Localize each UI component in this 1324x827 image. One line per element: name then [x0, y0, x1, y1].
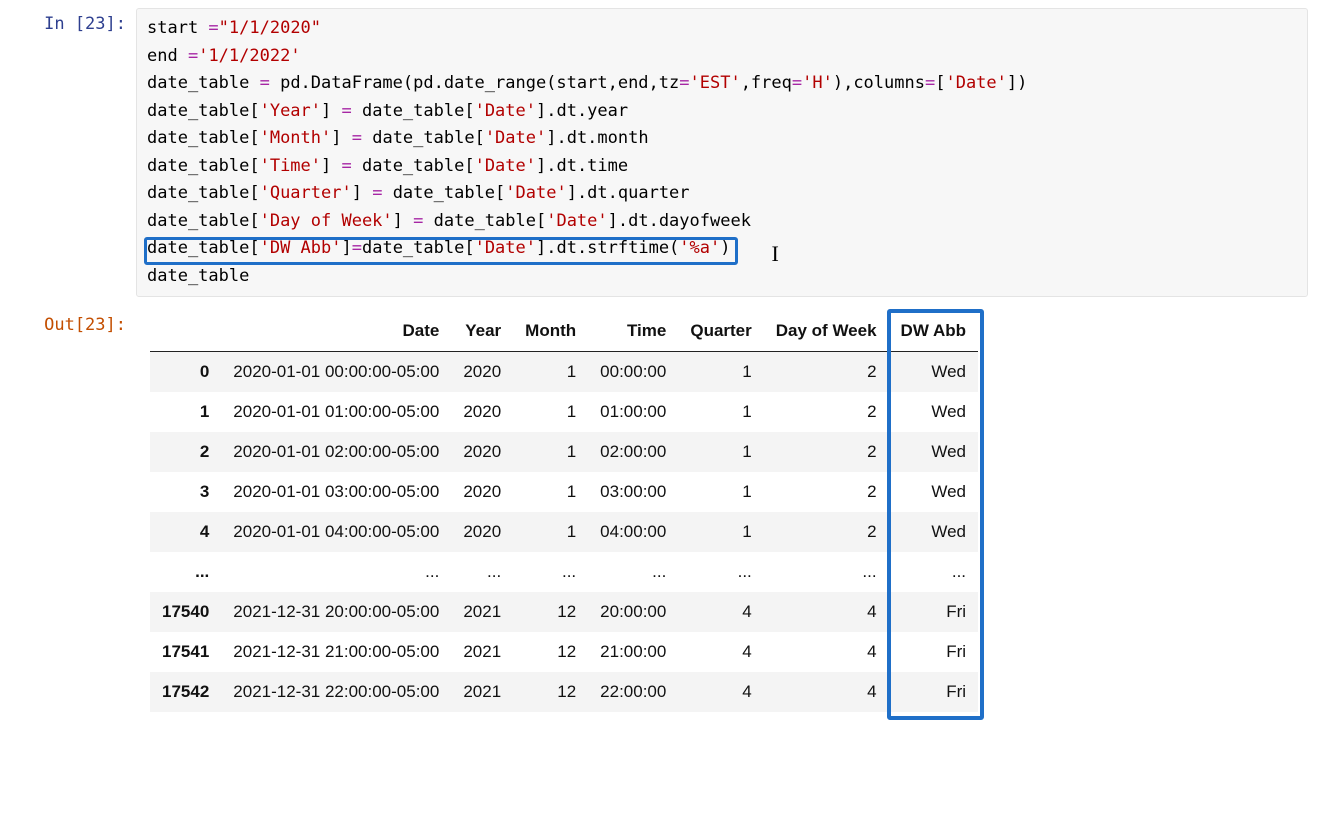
- table-row: 12020-01-01 01:00:00-05:002020101:00:001…: [150, 392, 978, 432]
- table-cell: Wed: [889, 512, 978, 552]
- table-row: 22020-01-01 02:00:00-05:002020102:00:001…: [150, 432, 978, 472]
- table-cell: ...: [889, 552, 978, 592]
- table-cell: Wed: [889, 392, 978, 432]
- table-cell: 2021-12-31 20:00:00-05:00: [221, 592, 451, 632]
- table-row: 175422021-12-31 22:00:00-05:0020211222:0…: [150, 672, 978, 712]
- table-column-header: Day of Week: [764, 311, 889, 352]
- table-cell: Wed: [889, 352, 978, 393]
- table-cell: ...: [513, 552, 588, 592]
- table-cell: 1: [513, 472, 588, 512]
- table-cell: 2020: [451, 472, 513, 512]
- table-row: 175412021-12-31 21:00:00-05:0020211221:0…: [150, 632, 978, 672]
- table-cell: 4: [678, 632, 763, 672]
- table-cell: 04:00:00: [588, 512, 678, 552]
- table-cell: Fri: [889, 592, 978, 632]
- table-cell: 2020: [451, 432, 513, 472]
- row-index: 1: [150, 392, 221, 432]
- table-row: 175402021-12-31 20:00:00-05:0020211220:0…: [150, 592, 978, 632]
- table-cell: 2020: [451, 392, 513, 432]
- table-cell: 2020-01-01 03:00:00-05:00: [221, 472, 451, 512]
- table-cell: 1: [513, 432, 588, 472]
- table-cell: 2: [764, 352, 889, 393]
- code-input[interactable]: start ="1/1/2020" end ='1/1/2022' date_t…: [136, 8, 1308, 297]
- table-corner: [150, 311, 221, 352]
- table-cell: 02:00:00: [588, 432, 678, 472]
- table-column-header: Date: [221, 311, 451, 352]
- row-index: 0: [150, 352, 221, 393]
- table-cell: 20:00:00: [588, 592, 678, 632]
- table-cell: 1: [678, 352, 763, 393]
- table-cell: 4: [764, 632, 889, 672]
- table-cell: 12: [513, 632, 588, 672]
- table-column-header: Year: [451, 311, 513, 352]
- text-cursor-icon: I: [772, 241, 779, 267]
- table-cell: 2020-01-01 01:00:00-05:00: [221, 392, 451, 432]
- table-cell: 2021: [451, 632, 513, 672]
- table-column-header: Quarter: [678, 311, 763, 352]
- table-column-header: DW Abb: [889, 311, 978, 352]
- table-cell: 21:00:00: [588, 632, 678, 672]
- table-cell: Fri: [889, 672, 978, 712]
- table-cell: 2021-12-31 21:00:00-05:00: [221, 632, 451, 672]
- table-cell: 4: [678, 672, 763, 712]
- table-cell: 12: [513, 672, 588, 712]
- row-index: 4: [150, 512, 221, 552]
- table-cell: Wed: [889, 472, 978, 512]
- table-cell: 2021-12-31 22:00:00-05:00: [221, 672, 451, 712]
- table-column-header: Time: [588, 311, 678, 352]
- in-prompt: In [23]:: [16, 8, 136, 34]
- row-index: 2: [150, 432, 221, 472]
- table-cell: ...: [678, 552, 763, 592]
- table-cell: ...: [221, 552, 451, 592]
- table-cell: 2: [764, 432, 889, 472]
- table-cell: ...: [764, 552, 889, 592]
- table-cell: 2020: [451, 512, 513, 552]
- table-row: 02020-01-01 00:00:00-05:002020100:00:001…: [150, 352, 978, 393]
- table-cell: 1: [513, 512, 588, 552]
- table-cell: 4: [764, 672, 889, 712]
- row-index: ...: [150, 552, 221, 592]
- table-cell: 00:00:00: [588, 352, 678, 393]
- table-cell: 2021: [451, 672, 513, 712]
- table-cell: 1: [513, 352, 588, 393]
- table-cell: ...: [588, 552, 678, 592]
- row-index: 17540: [150, 592, 221, 632]
- row-index: 17541: [150, 632, 221, 672]
- table-cell: 1: [678, 472, 763, 512]
- table-cell: 2020-01-01 02:00:00-05:00: [221, 432, 451, 472]
- table-cell: 2: [764, 392, 889, 432]
- table-cell: 1: [678, 432, 763, 472]
- row-index: 3: [150, 472, 221, 512]
- table-row: ........................: [150, 552, 978, 592]
- table-cell: 2021: [451, 592, 513, 632]
- table-cell: 03:00:00: [588, 472, 678, 512]
- table-cell: 2020: [451, 352, 513, 393]
- table-cell: 4: [764, 592, 889, 632]
- table-cell: 4: [678, 592, 763, 632]
- table-row: 32020-01-01 03:00:00-05:002020103:00:001…: [150, 472, 978, 512]
- table-cell: ...: [451, 552, 513, 592]
- table-cell: Wed: [889, 432, 978, 472]
- table-column-header: Month: [513, 311, 588, 352]
- row-index: 17542: [150, 672, 221, 712]
- table-cell: 1: [678, 392, 763, 432]
- table-cell: 1: [513, 392, 588, 432]
- table-cell: 2: [764, 512, 889, 552]
- table-row: 42020-01-01 04:00:00-05:002020104:00:001…: [150, 512, 978, 552]
- output-cell: Out[23]: DateYearMonthTimeQuarterDay of …: [16, 309, 1308, 717]
- dataframe-table: DateYearMonthTimeQuarterDay of WeekDW Ab…: [150, 311, 978, 712]
- output-body: DateYearMonthTimeQuarterDay of WeekDW Ab…: [136, 309, 1308, 717]
- table-header-row: DateYearMonthTimeQuarterDay of WeekDW Ab…: [150, 311, 978, 352]
- table-cell: 2020-01-01 00:00:00-05:00: [221, 352, 451, 393]
- input-cell: In [23]: start ="1/1/2020" end ='1/1/202…: [16, 8, 1308, 297]
- table-cell: 22:00:00: [588, 672, 678, 712]
- table-cell: 2020-01-01 04:00:00-05:00: [221, 512, 451, 552]
- table-cell: 1: [678, 512, 763, 552]
- table-cell: 12: [513, 592, 588, 632]
- table-cell: 2: [764, 472, 889, 512]
- table-cell: 01:00:00: [588, 392, 678, 432]
- out-prompt: Out[23]:: [16, 309, 136, 335]
- code-text[interactable]: start ="1/1/2020" end ='1/1/2022' date_t…: [147, 15, 1297, 290]
- table-cell: Fri: [889, 632, 978, 672]
